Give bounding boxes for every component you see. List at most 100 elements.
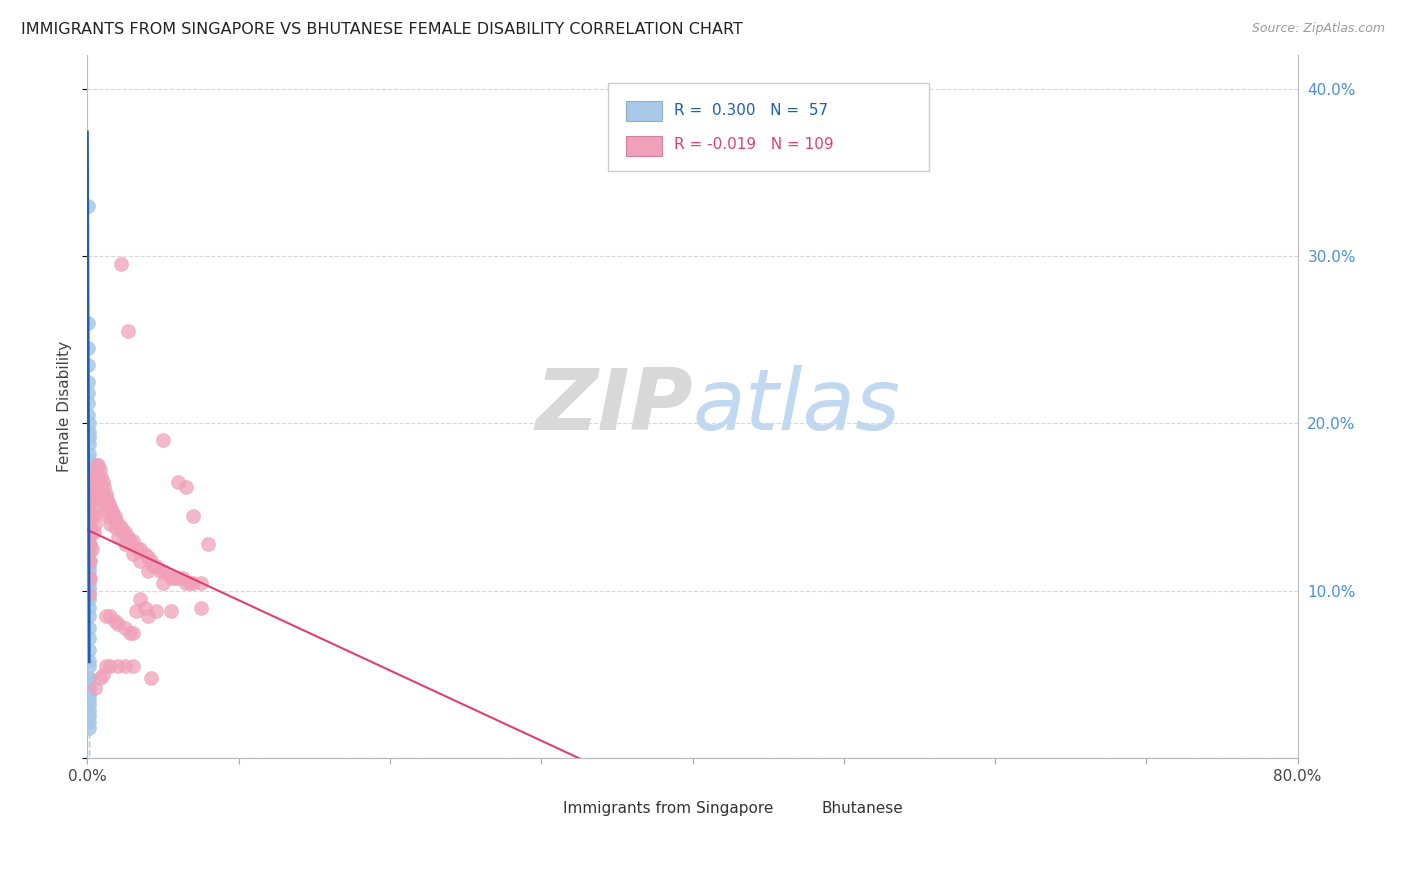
Point (172, 570, 194, 584)
Point (98, 609, 121, 624)
Point (100, 503, 122, 517)
Point (77, 671, 100, 685)
Point (77, 480, 100, 494)
Point (107, 659, 129, 673)
Text: R = -0.019   N = 109: R = -0.019 N = 109 (675, 137, 834, 152)
Point (77, 570, 100, 584)
Point (77, 436, 100, 450)
Point (94, 609, 117, 624)
Point (84, 483, 107, 498)
Point (94, 659, 117, 673)
Point (125, 604, 148, 618)
Point (98, 516, 121, 531)
Point (83, 508, 105, 523)
Point (77, 458, 100, 473)
Point (159, 570, 181, 584)
Point (98, 500, 121, 515)
Point (77, 497, 100, 511)
Point (77, 514, 100, 528)
Point (84, 467, 107, 481)
Point (77, 709, 100, 723)
Point (101, 508, 124, 523)
Point (107, 516, 129, 531)
Text: R =  0.300   N =  57: R = 0.300 N = 57 (675, 103, 828, 119)
Point (80, 542, 103, 557)
Point (77, 688, 100, 702)
Point (77, 470, 100, 484)
Point (79, 520, 101, 534)
Point (87, 487, 110, 501)
Point (89, 463, 111, 477)
Point (79, 537, 101, 551)
Text: Source: ZipAtlas.com: Source: ZipAtlas.com (1251, 22, 1385, 36)
Point (83, 475, 105, 489)
Point (114, 525, 136, 540)
Point (139, 554, 162, 568)
Point (77, 508, 100, 523)
Point (86, 487, 108, 501)
Point (77, 547, 100, 561)
Point (77, 681, 100, 695)
Point (114, 537, 136, 551)
Bar (554, 796, 583, 811)
Point (118, 533, 141, 548)
Point (77, 537, 100, 551)
Point (134, 600, 156, 615)
Point (94, 487, 117, 501)
Point (77, 341, 100, 355)
Point (84, 681, 107, 695)
Point (107, 617, 129, 632)
Point (152, 434, 174, 448)
Bar (626, 136, 662, 156)
Point (118, 625, 141, 640)
Point (145, 604, 167, 618)
Point (77, 692, 100, 706)
Y-axis label: Female Disability: Female Disability (58, 341, 72, 472)
Point (87, 458, 110, 473)
Point (77, 503, 100, 517)
Point (77, 600, 100, 615)
Point (136, 550, 159, 565)
Point (77, 581, 100, 595)
Point (183, 575, 205, 590)
Point (152, 575, 174, 590)
Point (77, 714, 100, 729)
Point (136, 564, 159, 578)
Point (77, 642, 100, 657)
Text: IMMIGRANTS FROM SINGAPORE VS BHUTANESE FEMALE DISABILITY CORRELATION CHART: IMMIGRANTS FROM SINGAPORE VS BHUTANESE F… (21, 22, 742, 37)
Point (129, 592, 152, 607)
Point (121, 547, 143, 561)
Point (96, 491, 118, 506)
Point (89, 671, 111, 685)
Point (77, 537, 100, 551)
Text: Immigrants from Singapore: Immigrants from Singapore (564, 800, 773, 815)
Point (96, 508, 118, 523)
Point (159, 604, 181, 618)
Point (114, 621, 136, 635)
Bar (626, 101, 662, 120)
Text: atlas: atlas (693, 365, 900, 449)
Point (156, 567, 179, 582)
Point (77, 475, 100, 489)
Point (77, 558, 100, 573)
Point (104, 614, 127, 628)
Point (84, 516, 107, 531)
Point (77, 659, 100, 673)
Point (183, 508, 205, 523)
Point (77, 520, 100, 534)
Point (111, 525, 134, 540)
Point (77, 417, 100, 431)
Point (139, 671, 162, 685)
Point (114, 659, 136, 673)
Point (91, 475, 114, 489)
Point (91, 491, 114, 506)
Point (86, 470, 108, 484)
Point (80, 508, 103, 523)
Point (129, 542, 152, 557)
Point (87, 470, 110, 484)
Text: Bhutanese: Bhutanese (821, 800, 903, 815)
Point (77, 487, 100, 501)
Point (77, 698, 100, 712)
Point (77, 453, 100, 467)
Point (110, 520, 132, 534)
